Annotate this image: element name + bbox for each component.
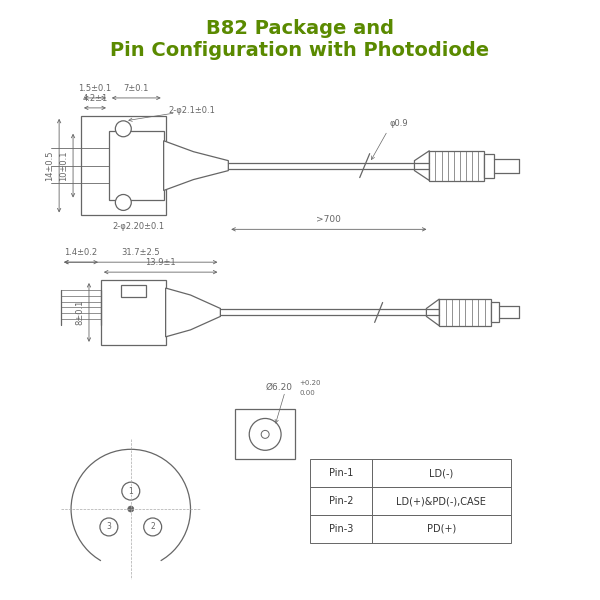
Bar [310,459,371,487]
Circle shape [122,482,140,500]
Text: 1.4±0.2: 1.4±0.2 [64,248,98,257]
Bar [101,280,166,345]
Circle shape [71,449,191,569]
Circle shape [249,418,281,451]
Text: LD(-): LD(-) [429,468,454,478]
Text: 2: 2 [151,523,155,532]
Text: 4.2±1: 4.2±1 [82,94,107,103]
Bar [371,487,511,515]
Polygon shape [415,151,430,181]
Text: 2-φ2.20±0.1: 2-φ2.20±0.1 [112,223,164,232]
Bar [235,409,295,459]
Circle shape [100,518,118,536]
Bar [484,154,494,178]
Bar [491,302,499,322]
Circle shape [144,518,161,536]
Text: >700: >700 [316,215,341,224]
Circle shape [115,121,131,137]
Text: 1: 1 [128,487,133,496]
Polygon shape [164,141,229,191]
Bar [81,116,166,215]
Text: 10±0.1: 10±0.1 [59,151,68,181]
Circle shape [128,506,134,512]
Circle shape [115,194,131,211]
Text: Ø6.20: Ø6.20 [265,383,292,392]
Bar [121,285,146,297]
Text: Pin-2: Pin-2 [329,496,353,506]
Text: 31.7±2.5: 31.7±2.5 [121,248,160,257]
Circle shape [261,430,269,439]
Bar [430,151,484,181]
Text: 0.00: 0.00 [299,389,315,395]
Bar [310,487,371,515]
Bar [371,515,511,543]
Text: Pin-3: Pin-3 [329,524,353,534]
Text: B82 Package and
Pin Configuration with Photodiode: B82 Package and Pin Configuration with P… [110,19,490,61]
Text: PD(+): PD(+) [427,524,456,534]
Bar [109,131,164,200]
Text: Pin-1: Pin-1 [329,468,353,478]
Bar [371,459,511,487]
Bar [310,515,371,543]
Polygon shape [427,299,439,326]
Text: 1.5±0.1: 1.5±0.1 [79,84,112,93]
Text: +0.20: +0.20 [299,380,320,386]
Text: 7±0.1: 7±0.1 [124,84,149,93]
Text: 2-φ2.1±0.1: 2-φ2.1±0.1 [169,106,215,115]
Text: 8±0.1: 8±0.1 [75,300,84,325]
Bar [439,299,491,326]
Text: φ0.9: φ0.9 [389,119,408,128]
Text: 13.9±1: 13.9±1 [145,258,176,267]
Polygon shape [166,288,220,337]
Text: 14±0.5: 14±0.5 [45,151,54,181]
Text: 3: 3 [106,523,112,532]
Text: LD(+)&PD(-),CASE: LD(+)&PD(-),CASE [397,496,486,506]
